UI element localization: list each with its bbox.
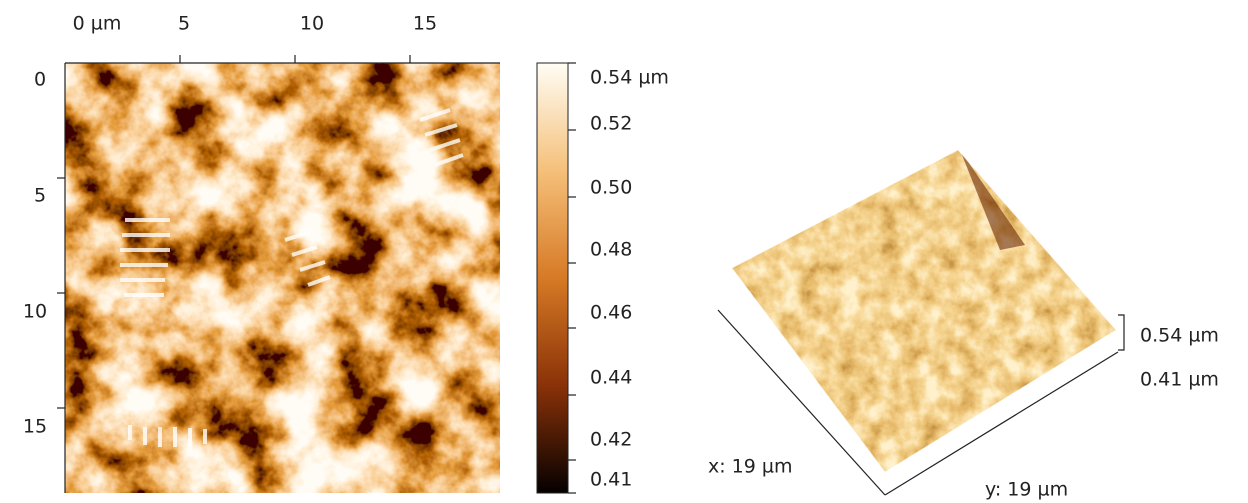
x-tick-label: 0 µm xyxy=(73,13,122,35)
colorbar-label: 0.54 µm xyxy=(590,67,669,89)
z-max-label: 0.54 µm xyxy=(1140,325,1219,347)
x-ticks: 0 µm 5 10 15 xyxy=(73,13,437,63)
colorbar xyxy=(536,62,569,494)
y-tick-label: 5 xyxy=(34,185,46,207)
y-tick-label: 15 xyxy=(23,416,47,438)
y-axis-label: y: 19 µm xyxy=(985,479,1068,501)
colorbar-ticks xyxy=(568,62,576,494)
surface-3d xyxy=(732,150,1116,472)
colorbar-label: 0.46 xyxy=(590,302,632,324)
colorbar-label: 0.50 xyxy=(590,177,632,199)
z-min-label: 0.41 µm xyxy=(1140,369,1219,391)
y-ticks: 0 5 10 15 xyxy=(23,69,65,438)
colorbar-label: 0.42 xyxy=(590,429,632,451)
axes-3d xyxy=(717,309,1125,496)
y-tick-label: 10 xyxy=(23,301,47,323)
stripe-features xyxy=(120,108,464,447)
y-tick-label: 0 xyxy=(34,69,46,91)
colorbar-label: 0.41 xyxy=(590,469,632,491)
x-tick-label: 5 xyxy=(178,13,190,35)
colorbar-label: 0.52 xyxy=(590,113,632,135)
colorbar-label: 0.44 xyxy=(590,367,632,389)
x-axis-label: x: 19 µm xyxy=(708,456,793,478)
x-tick-label: 15 xyxy=(413,13,437,35)
x-tick-label: 10 xyxy=(300,13,324,35)
colorbar-label: 0.48 xyxy=(590,239,632,261)
